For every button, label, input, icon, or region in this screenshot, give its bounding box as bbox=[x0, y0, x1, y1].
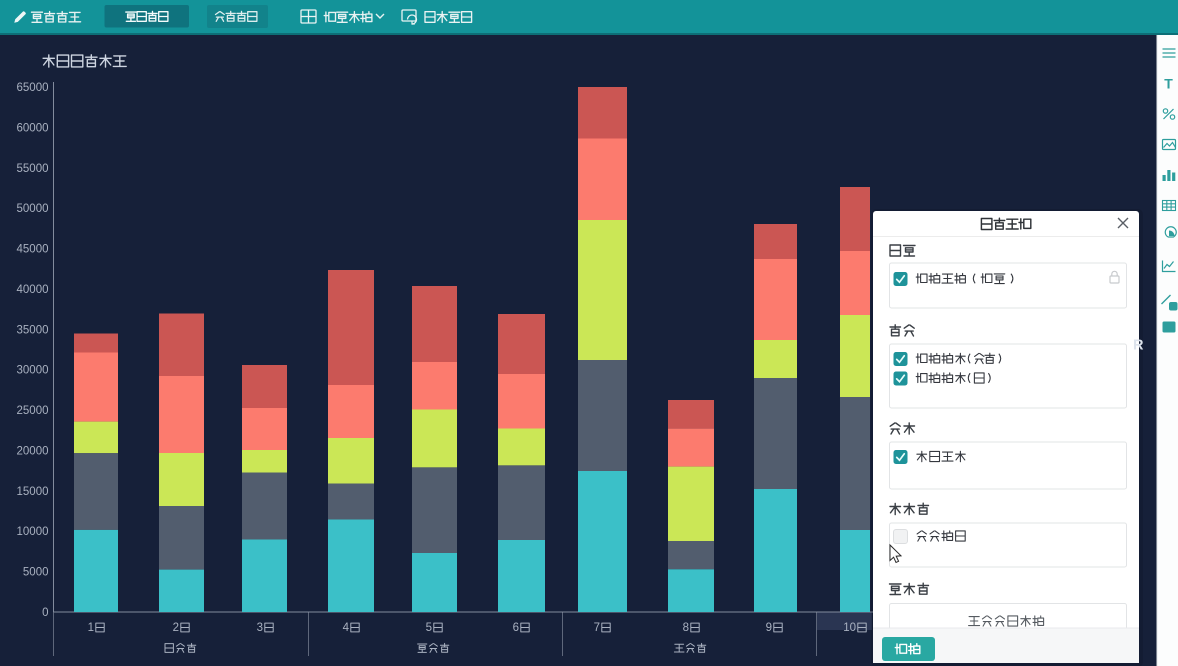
svg-text:35000: 35000 bbox=[17, 324, 49, 336]
svg-text:5000: 5000 bbox=[23, 567, 49, 579]
svg-text:9: 9 bbox=[766, 622, 772, 634]
svg-text:10000: 10000 bbox=[17, 526, 49, 538]
svg-text:45000: 45000 bbox=[17, 244, 49, 256]
svg-text:T: T bbox=[1164, 76, 1173, 92]
svg-text:15000: 15000 bbox=[17, 486, 49, 498]
svg-text:10: 10 bbox=[843, 622, 856, 634]
svg-text:4: 4 bbox=[343, 622, 350, 634]
svg-text:8: 8 bbox=[683, 622, 689, 634]
svg-text:65000: 65000 bbox=[17, 82, 49, 94]
svg-text:R: R bbox=[1133, 338, 1144, 354]
svg-text:60000: 60000 bbox=[17, 122, 49, 134]
svg-text:1: 1 bbox=[88, 622, 94, 634]
svg-text:40000: 40000 bbox=[17, 284, 49, 296]
svg-text:2: 2 bbox=[173, 622, 179, 634]
svg-text:6: 6 bbox=[513, 622, 519, 634]
svg-text:5: 5 bbox=[426, 622, 432, 634]
svg-text:3: 3 bbox=[257, 622, 263, 634]
svg-text:55000: 55000 bbox=[17, 163, 49, 175]
svg-text:30000: 30000 bbox=[17, 365, 49, 377]
svg-text:50000: 50000 bbox=[17, 203, 49, 215]
svg-text:7: 7 bbox=[594, 622, 600, 634]
svg-text:25000: 25000 bbox=[17, 405, 49, 417]
svg-text:20000: 20000 bbox=[17, 445, 49, 457]
svg-text:0: 0 bbox=[42, 607, 48, 619]
